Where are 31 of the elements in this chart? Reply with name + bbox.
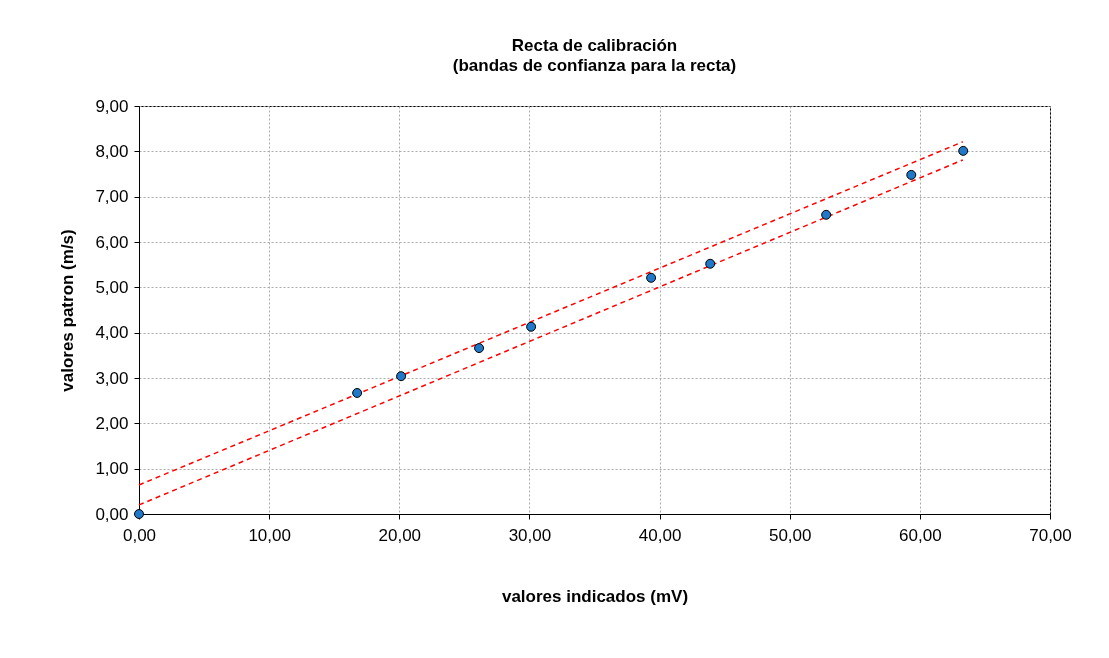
point bbox=[906, 169, 917, 180]
x-tick-label: 60,00 bbox=[899, 525, 942, 545]
point bbox=[352, 388, 363, 398]
y-tick-label: 5,00 bbox=[95, 277, 129, 297]
point bbox=[526, 321, 537, 332]
x-tick-label: 10,00 bbox=[248, 525, 291, 545]
x-tick-label: 70,00 bbox=[1029, 525, 1072, 545]
y-tick-label: 9,00 bbox=[95, 96, 129, 116]
x-tick-label: 40,00 bbox=[638, 525, 682, 545]
y-tick-label: 0,00 bbox=[95, 504, 129, 524]
point bbox=[474, 343, 485, 354]
point bbox=[958, 145, 969, 156]
x-tick-label: 0,00 bbox=[122, 525, 157, 545]
y-tick-label: 6,00 bbox=[95, 232, 129, 252]
x-tick-label: 30,00 bbox=[508, 525, 552, 545]
chart-subtitle: (bandas de confianza para la recta) bbox=[452, 56, 737, 75]
y-tick-label: 7,00 bbox=[95, 187, 129, 207]
x-tick-label: 50,00 bbox=[768, 525, 812, 545]
point bbox=[646, 272, 657, 283]
y-tick-label: 2,00 bbox=[95, 413, 129, 433]
y-axis-title: valores patron (m/s) bbox=[58, 229, 78, 392]
y-tick-label: 4,00 bbox=[95, 323, 129, 343]
point bbox=[821, 209, 832, 220]
y-tick-label: 3,00 bbox=[95, 368, 129, 388]
y-tick-label: 8,00 bbox=[95, 141, 129, 161]
point bbox=[705, 258, 716, 269]
x-tick-label: 20,00 bbox=[378, 525, 422, 545]
point bbox=[396, 371, 407, 382]
y-tick-label: 1,00 bbox=[95, 459, 129, 479]
x-axis-title: valores indicados (mV) bbox=[501, 586, 689, 606]
chart-title: Recta de calibración bbox=[511, 36, 678, 55]
